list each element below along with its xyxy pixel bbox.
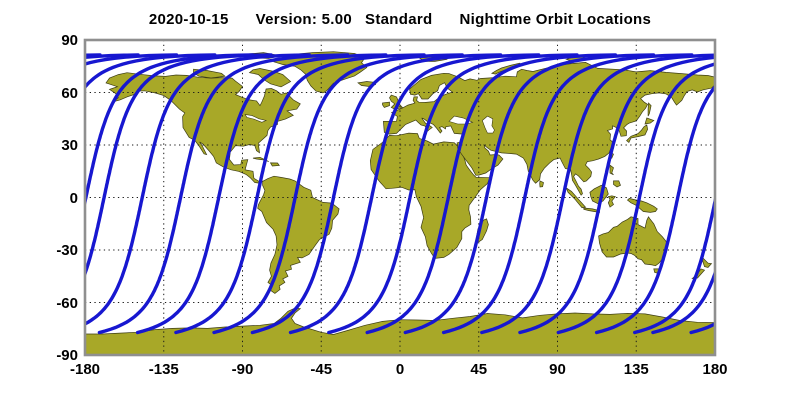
landmass [539,180,544,188]
orbit-track [85,53,255,210]
orbit-track [174,53,426,335]
map-area [85,40,715,355]
orbit-track [651,268,715,335]
title-mode: Standard [365,11,433,28]
x-tick-label: 0 [395,361,405,378]
title-version: Version: 5.00 [255,11,353,28]
lake [244,113,268,123]
y-tick-label: -90 [56,347,78,364]
landmass [626,124,648,143]
landmass [382,101,390,108]
landmass [105,72,301,184]
orbit-track [594,84,715,335]
x-tick-label: 45 [470,361,488,378]
orbit-track [633,193,715,335]
orbit-track [327,53,579,335]
orbit-track [135,53,388,335]
orbit-track [212,53,464,335]
y-tick-label: 30 [61,137,78,154]
orbit-track [85,53,311,326]
y-tick-label: 0 [69,189,78,207]
y-tick-label: 60 [61,84,78,102]
landmass [269,162,280,167]
orbit-track [518,55,715,335]
x-tick-label: 90 [549,361,566,378]
x-tick-label: -180 [69,361,101,378]
title-name: Nighttime Orbit Locations [459,11,652,28]
orbit-track [480,53,715,335]
landmass [702,257,713,268]
orbit-track [85,53,273,279]
landmass [644,117,655,125]
plot-title: 2020-10-15 Version: 5.00 Standard Nighttime… [0,11,800,28]
x-tick-label: 180 [702,361,728,378]
orbit-track [288,53,541,335]
x-tick-label: -135 [148,361,179,378]
orbit-track [441,53,694,335]
landmass [609,164,614,176]
y-tick-label: -60 [56,294,78,312]
landmass [607,195,616,208]
y-tick-label: -30 [56,242,78,259]
orbit-track [97,53,350,335]
orbit-track [403,53,656,335]
x-tick-label: -45 [310,361,333,378]
landmass [565,186,587,209]
orbit-track [556,62,715,335]
landmass [369,132,491,259]
orbit-track [250,53,503,335]
orbit-track [365,53,618,335]
y-tick-label: 90 [61,32,78,49]
landmass [626,198,658,213]
title-date: 2020-10-15 [148,11,229,28]
x-tick-label: 135 [623,361,649,378]
landmass [613,180,621,188]
lake [481,115,495,134]
plot-frame [83,38,717,357]
landmass [647,102,652,117]
landmass [248,68,292,88]
x-tick-label: -90 [231,361,254,378]
